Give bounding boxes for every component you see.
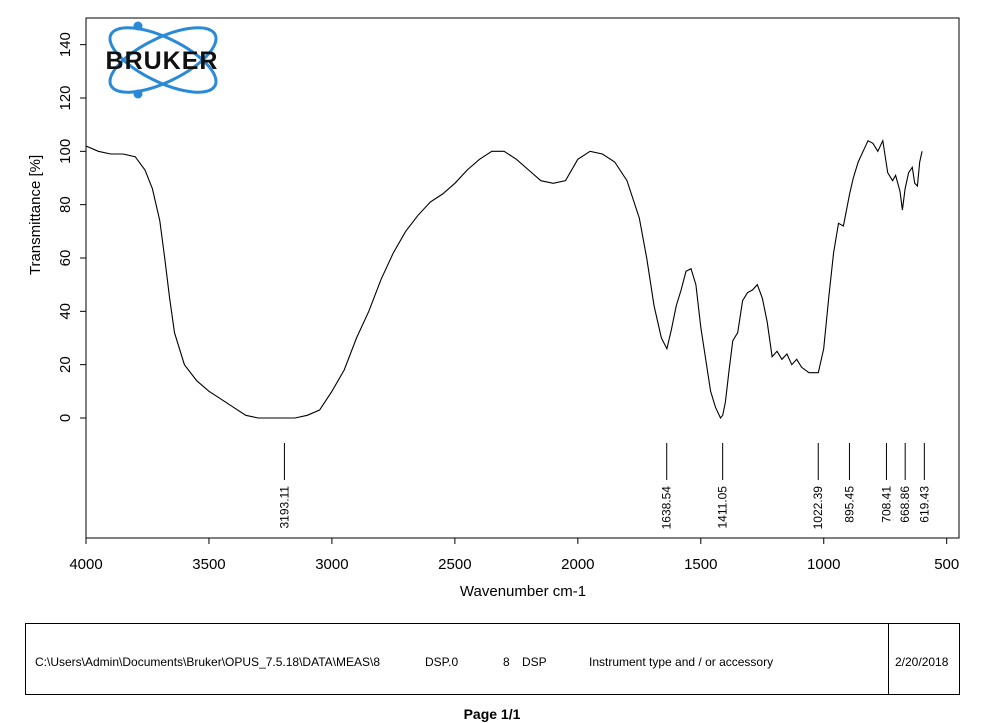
peak-labels: 3193.11 1638.54 1411.05 1022.39 895.45 708.41…	[277, 443, 931, 529]
footer-sample-number: 8	[503, 655, 510, 669]
plot-frame	[85, 17, 960, 539]
logo-dot-top	[133, 21, 143, 31]
logo-orbit-1	[108, 26, 218, 94]
y-tick-label: 0	[57, 414, 74, 422]
peak-label: 619.43	[917, 486, 931, 523]
footer-sample-name: DSP	[522, 655, 547, 669]
x-tick-label: 2000	[561, 556, 594, 573]
y-tick-label: 100	[57, 139, 74, 164]
y-tick-label: 140	[57, 32, 74, 57]
y-tick-label: 60	[57, 250, 74, 267]
x-tick-label: 1000	[807, 556, 840, 573]
x-tick-label: 2500	[438, 556, 471, 573]
logo-orbit-2	[108, 26, 218, 94]
logo-text: BRUKER	[106, 47, 219, 75]
y-axis: 0 20 40 60 80 100 120 140	[57, 32, 86, 422]
peak-label: 3193.11	[277, 486, 291, 529]
footer-file-name: DSP.0	[425, 655, 459, 669]
peak-label: 895.45	[842, 486, 856, 523]
logo-dot-bottom	[133, 89, 143, 99]
page-number: Page 1/1	[463, 706, 521, 722]
spectrum-chart: BRUKER 0 20 40 60 80 100 120 140 4000 3500 3000 25…	[27, 17, 960, 600]
y-axis-label: Transmittance [%]	[27, 155, 44, 275]
x-axis-label: Wavenumber cm-1	[460, 583, 586, 600]
footer-date: 2/20/2018	[895, 655, 949, 669]
x-tick-label: 500	[934, 556, 959, 573]
y-tick-label: 40	[57, 303, 74, 320]
x-tick-label: 3500	[192, 556, 225, 573]
x-tick-label: 3000	[315, 556, 348, 573]
spectrum-line	[85, 138, 923, 420]
x-tick-label: 4000	[69, 556, 102, 573]
footer-instrument: Instrument type and / or accessory	[589, 655, 774, 669]
peak-label: 668.86	[898, 486, 912, 523]
y-tick-label: 80	[57, 196, 74, 213]
peak-label: 1022.39	[811, 486, 825, 530]
peak-label: 1638.54	[660, 486, 674, 530]
bruker-logo: BRUKER	[106, 21, 219, 99]
footer-file-path: C:\Users\Admin\Documents\Bruker\OPUS_7.5…	[35, 655, 381, 669]
footer-divider	[888, 624, 889, 694]
x-tick-label: 1500	[684, 556, 717, 573]
peak-label: 1411.05	[716, 486, 730, 529]
footer-info-box: C:\Users\Admin\Documents\Bruker\OPUS_7.5…	[25, 623, 960, 695]
peak-label: 708.41	[879, 486, 893, 523]
x-axis: 4000 3500 3000 2500 2000 1500 1000 500	[69, 538, 959, 573]
y-tick-label: 120	[57, 85, 74, 110]
y-tick-label: 20	[57, 356, 74, 373]
